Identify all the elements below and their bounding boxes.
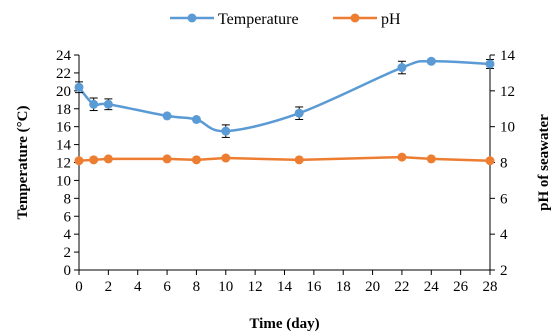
x-tick-label: 12 [248,279,263,295]
y-right-tick-label: 8 [500,156,508,172]
x-tick-label: 6 [163,279,171,295]
data-point [191,155,201,165]
x-tick-label: 0 [75,279,83,295]
y-left-tick-label: 6 [64,209,72,225]
y-right-tick-label: 4 [500,227,508,243]
y-axis-left-title: Temperature (°C) [15,106,31,220]
data-point [74,82,84,92]
x-tick-label: 20 [365,279,380,295]
y-left-tick-label: 10 [56,173,71,189]
data-point [485,156,495,166]
data-point [294,155,304,165]
x-axis-title: Time (day) [249,316,319,332]
y-left-tick-label: 20 [56,84,71,100]
data-point [397,152,407,162]
data-point [162,154,172,164]
axes: 0 2 4 6 8 10 12 14 16 18 20 22 24 26 28024681012141618… [56,48,516,295]
legend-label: pH [381,11,401,28]
x-tick-label: 28 [483,279,498,295]
legend-item-temperature: Temperature [170,11,299,28]
data-point [89,155,99,165]
x-tick-label: 8 [193,279,201,295]
data-point [294,108,304,118]
data-point [485,59,495,69]
y-left-tick-label: 18 [56,102,71,118]
x-tick-label: 24 [424,279,440,295]
data-point [103,99,113,109]
data-point [74,156,84,166]
x-tick-label: 22 [394,279,409,295]
data-point [397,63,407,73]
data-point [221,153,231,163]
x-tick-label: 14 [277,279,293,295]
y-axis-right-title: pH of seawater [536,114,552,211]
series-line [78,59,491,133]
x-tick-label: 2 [105,279,113,295]
data-point [221,126,231,136]
data-point [162,111,172,121]
y-left-tick-label: 0 [64,263,72,279]
series-ph [74,152,495,166]
y-left-tick-label: 4 [64,227,72,243]
y-left-tick-label: 24 [56,48,72,64]
data-point [89,99,99,109]
series-temperature [74,56,495,138]
y-right-tick-label: 2 [500,263,508,279]
x-tick-label: 16 [306,279,322,295]
legend: Temperature pH [170,11,401,28]
data-point [426,56,436,66]
y-left-tick-label: 12 [56,156,71,172]
y-left-tick-label: 22 [56,66,71,82]
x-tick-label: 26 [453,279,469,295]
legend-swatch-marker [187,13,197,23]
data-point [103,154,113,164]
y-right-tick-label: 10 [500,120,515,136]
legend-swatch-marker [350,13,360,23]
y-right-tick-label: 12 [500,84,515,100]
data-point [191,115,201,124]
y-right-tick-label: 6 [500,191,508,207]
x-tick-label: 18 [336,279,351,295]
series-line [78,155,491,162]
x-tick-label: 4 [134,279,142,295]
legend-item-ph: pH [333,11,401,28]
y-left-tick-label: 2 [64,245,72,261]
series-layer [74,56,495,166]
y-left-tick-label: 16 [56,120,72,136]
y-left-tick-label: 8 [64,191,72,207]
y-left-tick-label: 14 [56,138,72,154]
y-right-tick-label: 14 [500,48,516,64]
legend-label: Temperature [218,11,299,28]
data-point [426,154,436,164]
x-tick-label: 10 [218,279,233,295]
